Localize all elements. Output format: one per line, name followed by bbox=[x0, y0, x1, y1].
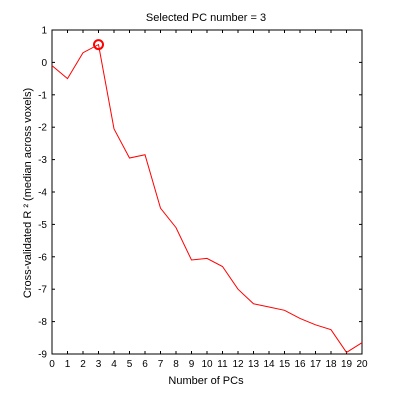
y-tick-label: 1 bbox=[41, 26, 47, 37]
y-tick-label: -9 bbox=[38, 350, 47, 361]
x-tick-label: 1 bbox=[65, 359, 71, 370]
x-tick-label: 13 bbox=[248, 359, 260, 370]
y-axis-label: Cross-validated R ² (median across voxel… bbox=[22, 88, 34, 298]
x-tick-label: 19 bbox=[341, 359, 353, 370]
x-tick-label: 14 bbox=[263, 359, 275, 370]
x-tick-label: 11 bbox=[217, 359, 228, 370]
y-tick-label: -6 bbox=[38, 252, 47, 263]
y-tick-label: -2 bbox=[38, 123, 47, 134]
x-tick-label: 8 bbox=[173, 359, 179, 370]
y-tick-label: -7 bbox=[38, 285, 47, 296]
x-tick-label: 4 bbox=[111, 359, 117, 370]
plot-frame bbox=[51, 29, 363, 355]
x-axis-label: Number of PCs bbox=[168, 375, 244, 387]
y-tick-label: -3 bbox=[38, 155, 47, 166]
x-tick-label: 18 bbox=[325, 359, 337, 370]
x-tick-label: 0 bbox=[49, 359, 55, 370]
x-tick-label: 20 bbox=[356, 359, 368, 370]
x-tick-label: 10 bbox=[201, 359, 213, 370]
y-tick-label: 0 bbox=[41, 58, 47, 69]
series-line bbox=[51, 43, 363, 354]
x-tick-label: 15 bbox=[279, 359, 291, 370]
chart-title: Selected PC number = 3 bbox=[146, 12, 266, 24]
selected-pc-marker bbox=[93, 39, 104, 51]
x-tick-label: 9 bbox=[189, 359, 195, 370]
x-tick-label: 2 bbox=[80, 359, 86, 370]
y-tick-label: -4 bbox=[38, 188, 47, 199]
y-tick-label: -5 bbox=[38, 220, 47, 231]
x-tick-label: 16 bbox=[294, 359, 306, 370]
x-tick-label: 17 bbox=[310, 359, 322, 370]
x-tick-label: 3 bbox=[96, 359, 102, 370]
x-tick-label: 12 bbox=[232, 359, 244, 370]
x-tick-label: 5 bbox=[127, 359, 133, 370]
y-tick-label: -8 bbox=[38, 317, 47, 328]
plot-area: 0 1 2 3 4 5 6 7 8 9 10 11 12 13 14 15 16 17 18 19 2010-1-2-3… bbox=[38, 26, 368, 371]
x-tick-label: 6 bbox=[142, 359, 148, 370]
x-tick-label: 7 bbox=[158, 359, 164, 370]
y-tick-label: -1 bbox=[38, 90, 47, 101]
